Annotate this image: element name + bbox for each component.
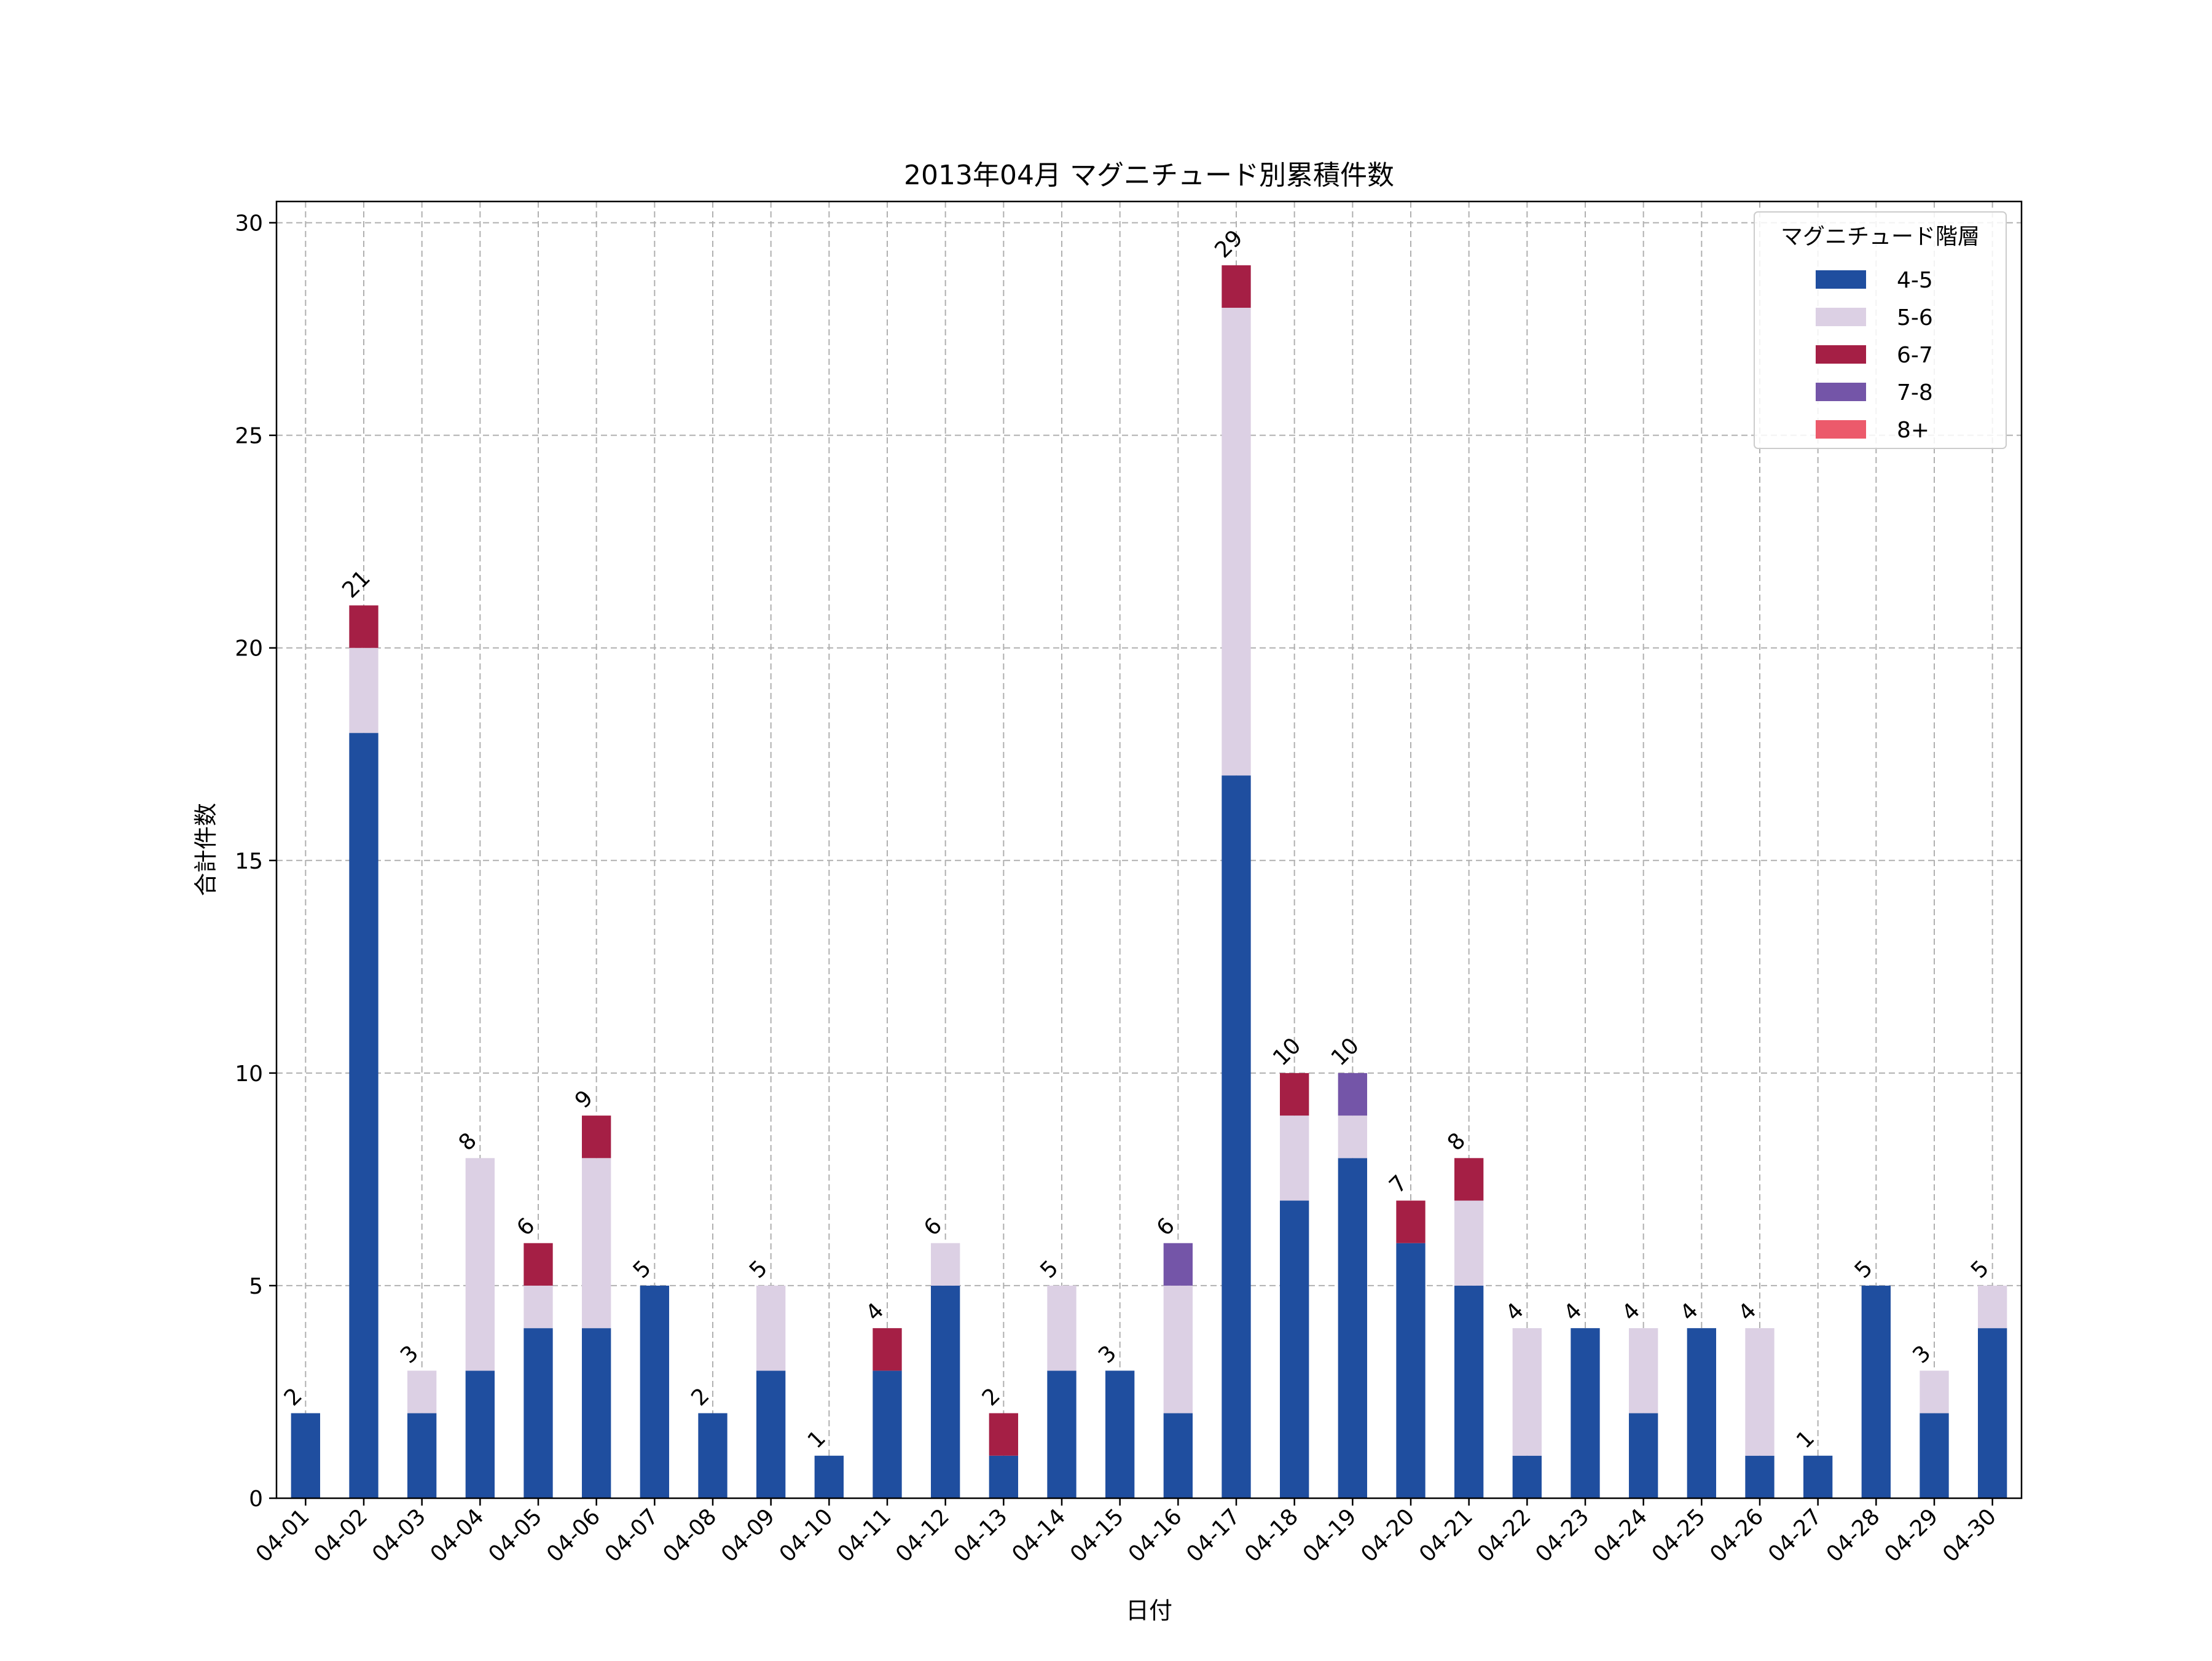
bar-segment-5-6 <box>349 647 378 733</box>
bar-segment-4-5 <box>640 1285 669 1498</box>
bar-segment-4-5 <box>1803 1455 1833 1498</box>
bar-segment-6-7 <box>1222 265 1251 308</box>
bar-segment-5-6 <box>1454 1200 1484 1286</box>
bar-segment-4-5 <box>989 1455 1018 1498</box>
bar-segment-4-5 <box>1687 1328 1716 1498</box>
bar-segment-4-5 <box>465 1370 495 1498</box>
y-tick-label: 25 <box>235 424 263 449</box>
bar-segment-4-5 <box>756 1370 786 1498</box>
x-axis-label: 日付 <box>1126 1597 1172 1624</box>
plot-frame <box>275 200 2023 1499</box>
bar-segment-5-6 <box>1978 1285 2007 1329</box>
bar-segment-5-6 <box>1338 1116 1367 1159</box>
bar-segment-4-5 <box>407 1413 437 1498</box>
bar-segment-6-7 <box>989 1413 1018 1456</box>
y-tick-label: 20 <box>235 636 263 662</box>
legend-label: 6-7 <box>1897 343 1933 368</box>
bar-segment-4-5 <box>814 1455 844 1498</box>
bar-segment-4-5 <box>1163 1413 1193 1498</box>
bar-segment-5-6 <box>1629 1328 1658 1413</box>
bar-segment-6-7 <box>873 1328 902 1371</box>
bar-segment-6-7 <box>582 1116 611 1159</box>
bar-segment-5-6 <box>756 1285 786 1371</box>
bar-segment-4-5 <box>873 1370 902 1498</box>
bar-segment-4-5 <box>1222 775 1251 1498</box>
bar-segment-5-6 <box>1512 1328 1542 1456</box>
bar-segment-6-7 <box>1280 1073 1309 1116</box>
bar-segment-4-5 <box>1745 1455 1775 1498</box>
bar-segment-6-7 <box>524 1243 553 1286</box>
y-axis-label: 合計件数 <box>192 803 219 896</box>
legend-label: 5-6 <box>1897 305 1933 330</box>
bar-segment-6-7 <box>1454 1158 1484 1201</box>
legend-label: 4-5 <box>1897 268 1933 293</box>
bar-segment-5-6 <box>582 1158 611 1329</box>
legend-title: マグニチュード階層 <box>1781 224 1980 249</box>
y-tick-label: 15 <box>235 849 263 874</box>
bar-segment-4-5 <box>1629 1413 1658 1498</box>
y-tick-label: 0 <box>249 1487 263 1512</box>
bar-segment-4-5 <box>1978 1328 2007 1498</box>
bar-segment-5-6 <box>1745 1328 1775 1456</box>
bar-segment-7-8 <box>1338 1073 1367 1116</box>
legend-swatch-5-6 <box>1816 308 1866 326</box>
bar-segment-4-5 <box>1396 1243 1426 1498</box>
bar-segment-4-5 <box>524 1328 553 1498</box>
chart-title: 2013年04月 マグニチュード別累積件数 <box>904 160 1394 191</box>
bars <box>291 265 2007 1498</box>
bar-segment-5-6 <box>1222 308 1251 776</box>
y-tick-label: 10 <box>235 1061 263 1087</box>
bar-segment-5-6 <box>1047 1285 1077 1371</box>
y-tick-label: 5 <box>249 1274 263 1299</box>
bar-segment-5-6 <box>407 1370 437 1413</box>
bar-segment-4-5 <box>1280 1200 1309 1498</box>
bar-segment-4-5 <box>349 733 378 1498</box>
legend-swatch-7-8 <box>1816 383 1866 401</box>
legend-label: 8+ <box>1897 418 1929 443</box>
bar-segment-5-6 <box>1920 1370 1949 1413</box>
legend-label: 7-8 <box>1897 380 1933 405</box>
bar-segment-4-5 <box>1571 1328 1600 1498</box>
bar-segment-7-8 <box>1163 1243 1193 1286</box>
y-tick-label: 30 <box>235 211 263 236</box>
legend-swatch-6-7 <box>1816 345 1866 364</box>
bar-segment-4-5 <box>1454 1285 1484 1498</box>
y-axis: 0 5 10 15 20 25 30 <box>235 211 276 1512</box>
legend-swatch-8+ <box>1816 420 1866 439</box>
bar-segment-6-7 <box>1396 1200 1426 1243</box>
bar-segment-4-5 <box>582 1328 611 1498</box>
bar-segment-4-5 <box>291 1413 320 1498</box>
bar-segment-4-5 <box>698 1413 728 1498</box>
bar-segment-4-5 <box>1920 1413 1949 1498</box>
bar-segment-5-6 <box>1280 1116 1309 1201</box>
legend: マグニチュード階層 4-5 5-6 6-7 7-8 8+ <box>1754 211 2007 449</box>
bar-segment-4-5 <box>1047 1370 1077 1498</box>
legend-swatch-4-5 <box>1816 270 1866 289</box>
bar-segment-5-6 <box>524 1285 553 1329</box>
bar-segment-5-6 <box>931 1243 960 1286</box>
bar-segment-4-5 <box>1512 1455 1542 1498</box>
bar-segment-5-6 <box>465 1158 495 1371</box>
bar-segment-4-5 <box>1338 1158 1367 1498</box>
bar-segment-4-5 <box>1105 1370 1135 1498</box>
bar-segment-6-7 <box>349 605 378 648</box>
bar-segment-4-5 <box>1861 1285 1891 1498</box>
bar-segment-5-6 <box>1163 1285 1193 1413</box>
bar-segment-4-5 <box>931 1285 960 1498</box>
